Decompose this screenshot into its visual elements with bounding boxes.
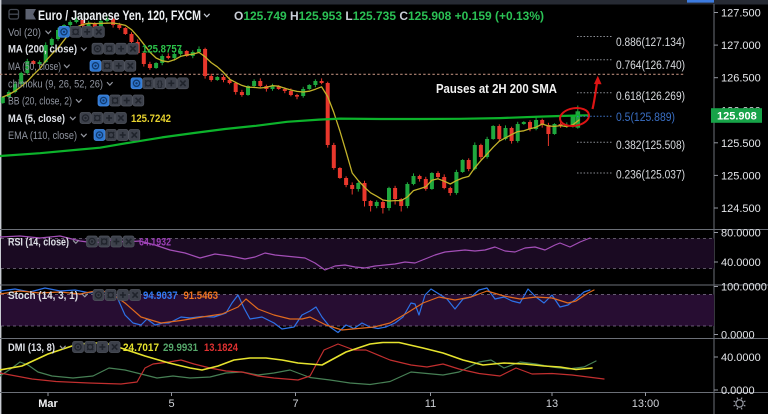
svg-text:125.8757: 125.8757 [142,44,182,56]
svg-text:RSI (14, close): RSI (14, close) [8,237,69,249]
svg-text:29.9931: 29.9931 [163,342,198,354]
svg-text:0.0000: 0.0000 [721,330,755,342]
svg-text:127.500: 127.500 [721,8,761,20]
svg-text:0.382(125.508): 0.382(125.508) [616,140,685,152]
svg-text:125.908: 125.908 [717,110,757,122]
svg-text:40.0000: 40.0000 [721,257,761,269]
svg-text:125.500: 125.500 [721,138,761,150]
svg-text:24.7017: 24.7017 [123,342,159,354]
svg-text:125.7242: 125.7242 [131,113,171,125]
svg-text:0.5(125.889): 0.5(125.889) [616,112,675,124]
svg-text:Stoch (14, 3, 1): Stoch (14, 3, 1) [8,290,78,302]
svg-text:Mar: Mar [38,398,58,410]
svg-text:EMA (110, close): EMA (110, close) [8,130,77,142]
svg-text:MA (5, close): MA (5, close) [8,113,65,125]
svg-text:126.500: 126.500 [721,73,761,85]
svg-text:124.500: 124.500 [721,203,761,215]
svg-text:{}: {} [157,79,163,88]
svg-text:127.000: 127.000 [721,40,761,52]
svg-text:0.0000: 0.0000 [721,385,755,397]
svg-text:40.0000: 40.0000 [721,352,761,364]
svg-text:64.1932: 64.1932 [139,237,171,249]
svg-text:MA (200, close): MA (200, close) [8,44,77,56]
svg-text:0.764(126.740): 0.764(126.740) [616,60,685,72]
svg-text:O125.749 H125.953 L125.735: O125.749 H125.953 L125.735 C125.908 +0.1… [234,11,544,23]
svg-text:94.9037: 94.9037 [143,290,178,302]
svg-text:5: 5 [168,398,174,410]
svg-text:7: 7 [292,398,298,410]
svg-text:Pauses at 2H 200 SMA: Pauses at 2H 200 SMA [436,82,557,96]
svg-text:0.886(127.134): 0.886(127.134) [616,37,685,49]
svg-text:80.0000: 80.0000 [721,228,761,240]
svg-text:Euro / Japanese Yen, 120, FXCM: Euro / Japanese Yen, 120, FXCM [38,8,201,23]
svg-text:0.618(126.269): 0.618(126.269) [616,91,685,103]
svg-text:125.000: 125.000 [721,170,761,182]
svg-text:Vol (20): Vol (20) [8,27,41,39]
svg-text:chimoku (9, 26, 52, 26): chimoku (9, 26, 52, 26) [8,78,103,90]
svg-text:MA (50, close): MA (50, close) [8,61,61,73]
svg-text:13:00: 13:00 [632,398,660,410]
svg-text:0.236(125.037): 0.236(125.037) [616,169,685,181]
svg-text:DMI (13, 8): DMI (13, 8) [8,342,55,354]
svg-text:100.0000: 100.0000 [721,282,767,294]
svg-text:13: 13 [546,398,558,410]
svg-text:BB (20, close, 2): BB (20, close, 2) [8,96,72,108]
svg-text:91.5463: 91.5463 [184,290,219,302]
svg-text:13.1824: 13.1824 [204,342,239,354]
svg-text:11: 11 [425,398,436,410]
